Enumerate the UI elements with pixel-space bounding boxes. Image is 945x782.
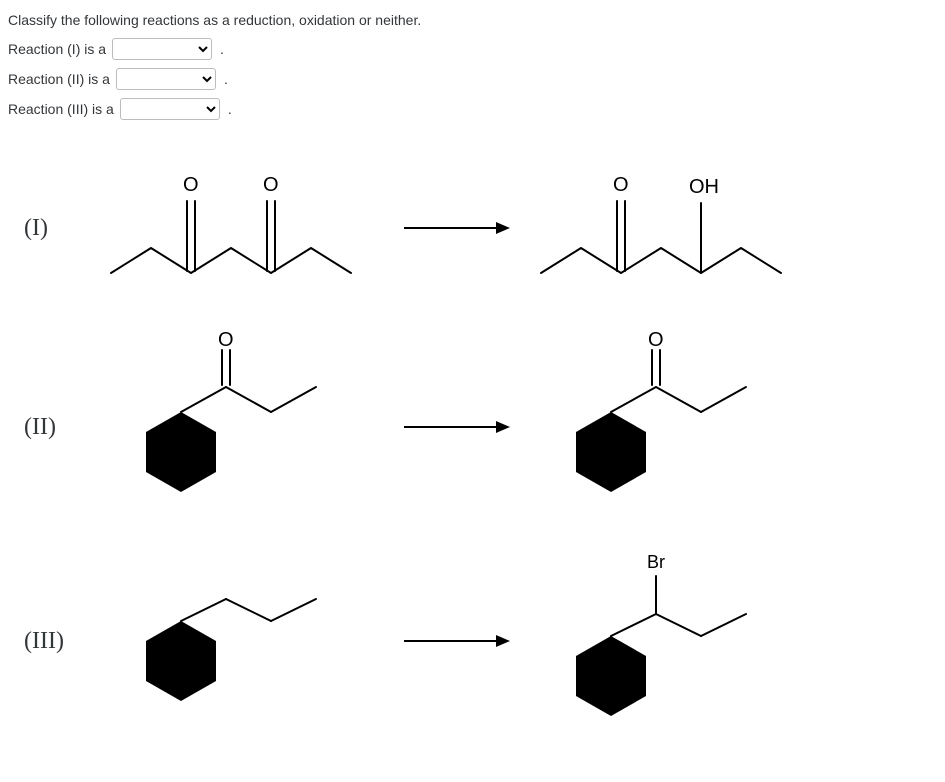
reaction-2-starting-material: O <box>86 332 396 522</box>
reaction-2-select[interactable]: reductionoxidationneither <box>116 68 216 90</box>
period: . <box>220 41 224 57</box>
period: . <box>224 71 228 87</box>
atom-label-o: O <box>218 332 234 351</box>
structures-block: (I) O O <box>8 148 937 736</box>
reaction-3-diagram: (III) <box>8 546 937 736</box>
reaction-arrow <box>396 213 516 243</box>
reaction-1-select[interactable]: reductionoxidationneither <box>112 38 212 60</box>
reaction-arrow <box>396 412 516 442</box>
atom-label-oh: OH <box>689 176 719 198</box>
reaction-1-product: O OH <box>516 153 826 303</box>
reaction-3-select[interactable]: reductionoxidationneither <box>120 98 220 120</box>
atom-label-o: O <box>648 332 664 351</box>
reaction-2-product: O <box>516 332 826 522</box>
reaction-1-numeral: (I) <box>8 215 86 242</box>
reaction-3-starting-material <box>86 551 396 731</box>
reaction-1-row: Reaction (I) is a reductionoxidationneit… <box>8 38 937 60</box>
reaction-2-numeral: (II) <box>8 414 86 441</box>
reaction-2-prefix: Reaction (II) is a <box>8 71 110 87</box>
atom-label-o: O <box>183 174 199 196</box>
period: . <box>228 101 232 117</box>
reaction-arrow <box>396 626 516 656</box>
reaction-2-row: Reaction (II) is a reductionoxidationnei… <box>8 68 937 90</box>
reaction-3-prefix: Reaction (III) is a <box>8 101 114 117</box>
reaction-3-row: Reaction (III) is a reductionoxidationne… <box>8 98 937 120</box>
question-prompt: Classify the following reactions as a re… <box>8 12 937 28</box>
reaction-3-numeral: (III) <box>8 628 86 655</box>
atom-label-o: O <box>263 174 279 196</box>
atom-label-o: O <box>613 174 629 196</box>
reaction-3-product: Br <box>516 546 826 736</box>
reaction-1-diagram: (I) O O <box>8 148 937 308</box>
atom-label-br: Br <box>647 552 665 572</box>
reaction-2-diagram: (II) O <box>8 332 937 522</box>
reaction-1-prefix: Reaction (I) is a <box>8 41 106 57</box>
reaction-1-starting-material: O O <box>86 153 396 303</box>
